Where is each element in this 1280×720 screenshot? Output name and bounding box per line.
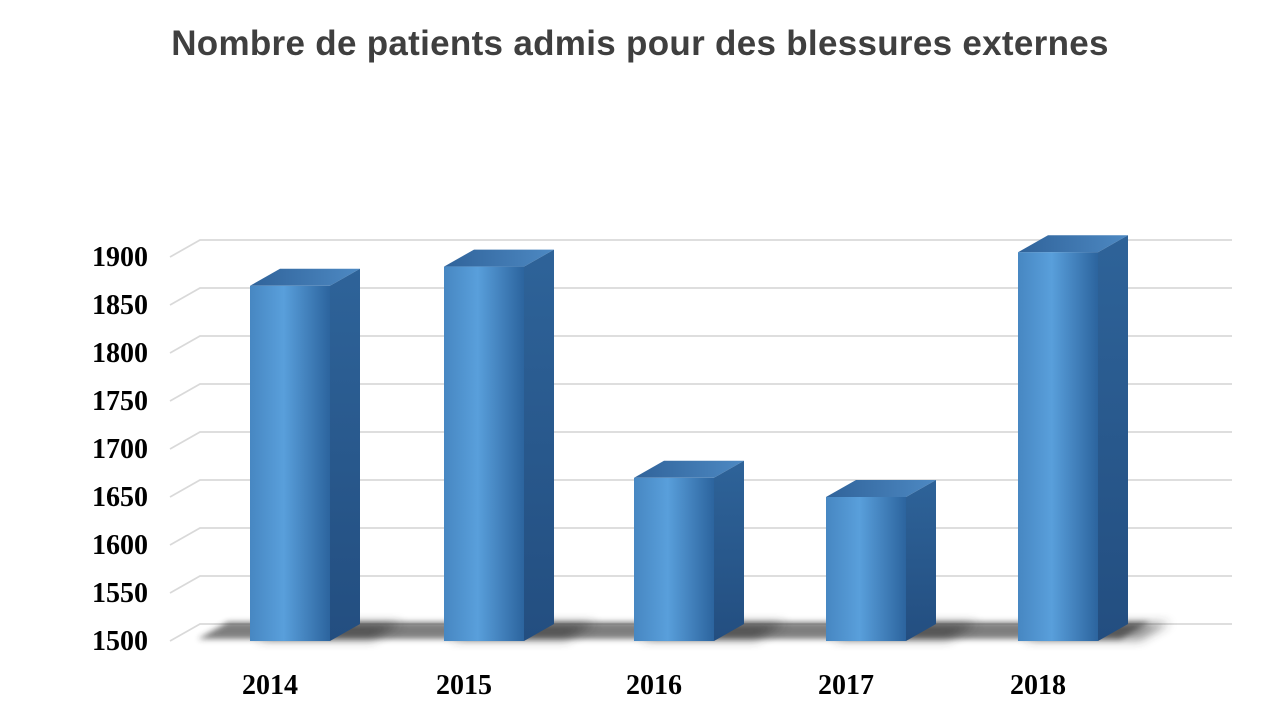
y-tick-label-1500: 1500: [92, 626, 148, 657]
x-tick-label-2015: 2015: [436, 670, 492, 701]
gridline-1900: [169, 239, 1232, 258]
y-tick-label-1700: 1700: [92, 434, 148, 465]
bar-front-face: [1018, 252, 1098, 641]
x-tick-label-2014: 2014: [242, 670, 298, 701]
bar-2018: [1018, 235, 1128, 641]
bar-2016: [634, 460, 744, 641]
y-tick-label-1900: 1900: [92, 242, 148, 273]
bar-top-face: [634, 460, 744, 478]
gridline-1700: [169, 431, 1232, 450]
bar-top-face: [826, 480, 936, 497]
gridline-1850: [169, 287, 1232, 306]
x-tick-label-2017: 2017: [818, 670, 874, 701]
gridlines: [169, 239, 1232, 642]
y-tick-label-1750: 1750: [92, 386, 148, 417]
bar-side-face: [524, 249, 554, 641]
bar-2014: [250, 268, 360, 641]
gridline-1800: [169, 335, 1232, 354]
bar-side-face: [906, 480, 936, 641]
bar-2017: [826, 480, 936, 641]
y-tick-label-1850: 1850: [92, 290, 148, 321]
bar-front-face: [634, 477, 714, 641]
x-tick-label-2016: 2016: [626, 670, 682, 701]
x-tick-label-2018: 2018: [1010, 670, 1066, 701]
bar-front-face: [826, 497, 906, 641]
bar-side-face: [714, 460, 744, 641]
y-tick-label-1650: 1650: [92, 482, 148, 513]
bar-side-face: [330, 268, 360, 641]
y-tick-label-1550: 1550: [92, 578, 148, 609]
bar-side-face: [1098, 235, 1128, 641]
chart-title: Nombre de patients admis pour des blessu…: [171, 24, 1109, 63]
y-axis-labels: 1500 1550 1600 1650 1700 1750 1800 1850 1900: [92, 242, 148, 657]
bar-top-face: [1018, 235, 1128, 253]
bar-front-face: [250, 285, 330, 641]
bars: [250, 235, 1170, 641]
y-tick-label-1800: 1800: [92, 338, 148, 369]
gridline-1750: [169, 383, 1232, 402]
y-tick-label-1600: 1600: [92, 530, 148, 561]
bar-top-face: [444, 249, 554, 267]
bar-front-face: [444, 266, 524, 641]
bar-2015: [444, 249, 554, 641]
bar-top-face: [250, 268, 360, 286]
